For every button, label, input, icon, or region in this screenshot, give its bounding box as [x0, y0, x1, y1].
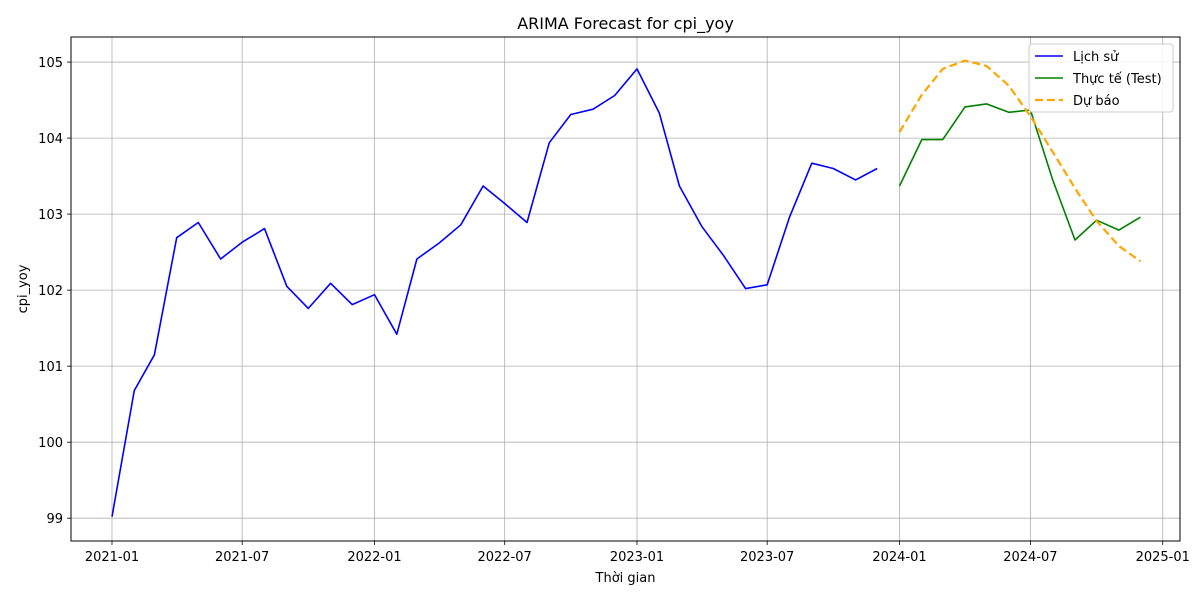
y-tick-label: 101 [38, 360, 63, 375]
y-tick-label: 104 [38, 132, 63, 147]
x-tick-label: 2023-07 [740, 550, 794, 565]
x-tick-label: 2024-01 [872, 550, 926, 565]
x-tick-label: 2021-01 [85, 550, 139, 565]
y-tick-label: 99 [46, 512, 63, 527]
grid [71, 37, 1180, 541]
chart-title: ARIMA Forecast for cpi_yoy [517, 14, 734, 34]
legend-label: Thực tế (Test) [1072, 72, 1162, 87]
y-tick-label: 100 [38, 436, 63, 451]
legend-box [1028, 43, 1174, 113]
series-layer [111, 59, 1142, 517]
y-tick-label: 105 [38, 56, 63, 71]
plot-frame [70, 36, 1181, 542]
x-tick-label: 2022-07 [478, 550, 532, 565]
x-tick-label: 2025-01 [1136, 550, 1190, 565]
x-axis: 2021-01 2021-07 2022-01 2022-07 2023-01 2023-… [85, 541, 1190, 565]
legend: Lịch sử Thực tế (Test) Dự báo [1028, 43, 1174, 113]
y-tick-label: 102 [38, 284, 63, 299]
x-tick-label: 2023-01 [610, 550, 664, 565]
y-tick-label: 103 [38, 208, 63, 223]
x-tick-label: 2024-07 [1003, 550, 1057, 565]
series-line-0 [111, 68, 878, 517]
y-axis-label: cpi_yoy [16, 264, 31, 313]
x-tick-label: 2021-07 [215, 550, 269, 565]
x-tick-label: 2022-01 [347, 550, 401, 565]
series-line-2 [898, 59, 1142, 263]
series-line-1 [898, 103, 1141, 241]
x-axis-label: Thời gian [595, 571, 656, 586]
legend-label: Dự báo [1073, 94, 1120, 109]
y-axis: 99 100 101 102 103 104 105 [38, 56, 71, 527]
legend-label: Lịch sử [1073, 50, 1119, 65]
